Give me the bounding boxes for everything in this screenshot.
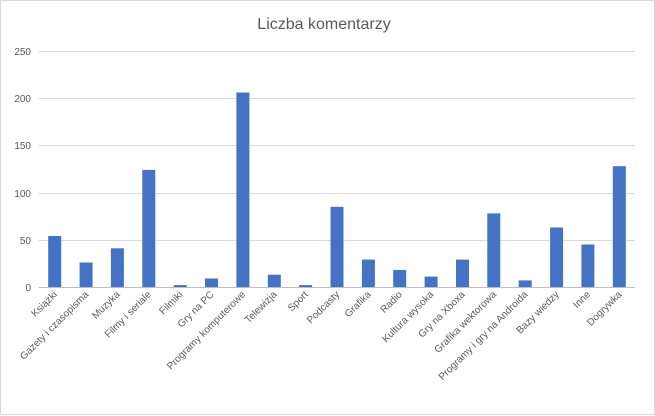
bar <box>361 259 375 287</box>
bar <box>205 278 218 287</box>
bar <box>456 259 469 287</box>
bar <box>267 274 281 287</box>
bar <box>330 206 344 287</box>
bar <box>518 280 532 287</box>
x-tick-label: Telewizja <box>243 289 280 326</box>
x-tick-label: Inne <box>571 289 593 311</box>
bar <box>487 213 501 287</box>
gridlines <box>39 51 635 288</box>
bar <box>612 166 626 287</box>
y-tick-label: 0 <box>25 283 31 294</box>
y-tick-label: 150 <box>14 141 31 152</box>
bar <box>550 227 564 287</box>
x-tick-label: Podcasty <box>305 289 342 326</box>
y-axis-tick-labels: 0 50 100 150 200 250 <box>14 47 31 294</box>
bar <box>424 276 438 287</box>
y-tick-label: 250 <box>14 47 31 58</box>
x-tick-label: Filmiki <box>158 289 186 317</box>
bar <box>299 285 313 287</box>
x-tick-label: Dogrywka <box>585 289 625 329</box>
y-tick-label: 100 <box>14 189 31 200</box>
bars <box>48 92 626 287</box>
bar <box>79 262 93 287</box>
bar <box>236 92 250 287</box>
y-tick-label: 50 <box>20 236 32 247</box>
bar <box>581 244 595 287</box>
x-tick-label: Grafika <box>343 289 374 320</box>
bar <box>110 248 124 287</box>
chart-title: Liczba komentarzy <box>257 16 390 33</box>
bar <box>393 270 407 287</box>
y-tick-label: 200 <box>14 94 31 105</box>
bar <box>173 285 187 287</box>
bar <box>142 169 156 287</box>
x-tick-label: Radio <box>379 289 406 316</box>
x-tick-label: Sport <box>286 289 311 314</box>
x-tick-label: Książki <box>30 289 60 319</box>
bar <box>48 236 62 287</box>
